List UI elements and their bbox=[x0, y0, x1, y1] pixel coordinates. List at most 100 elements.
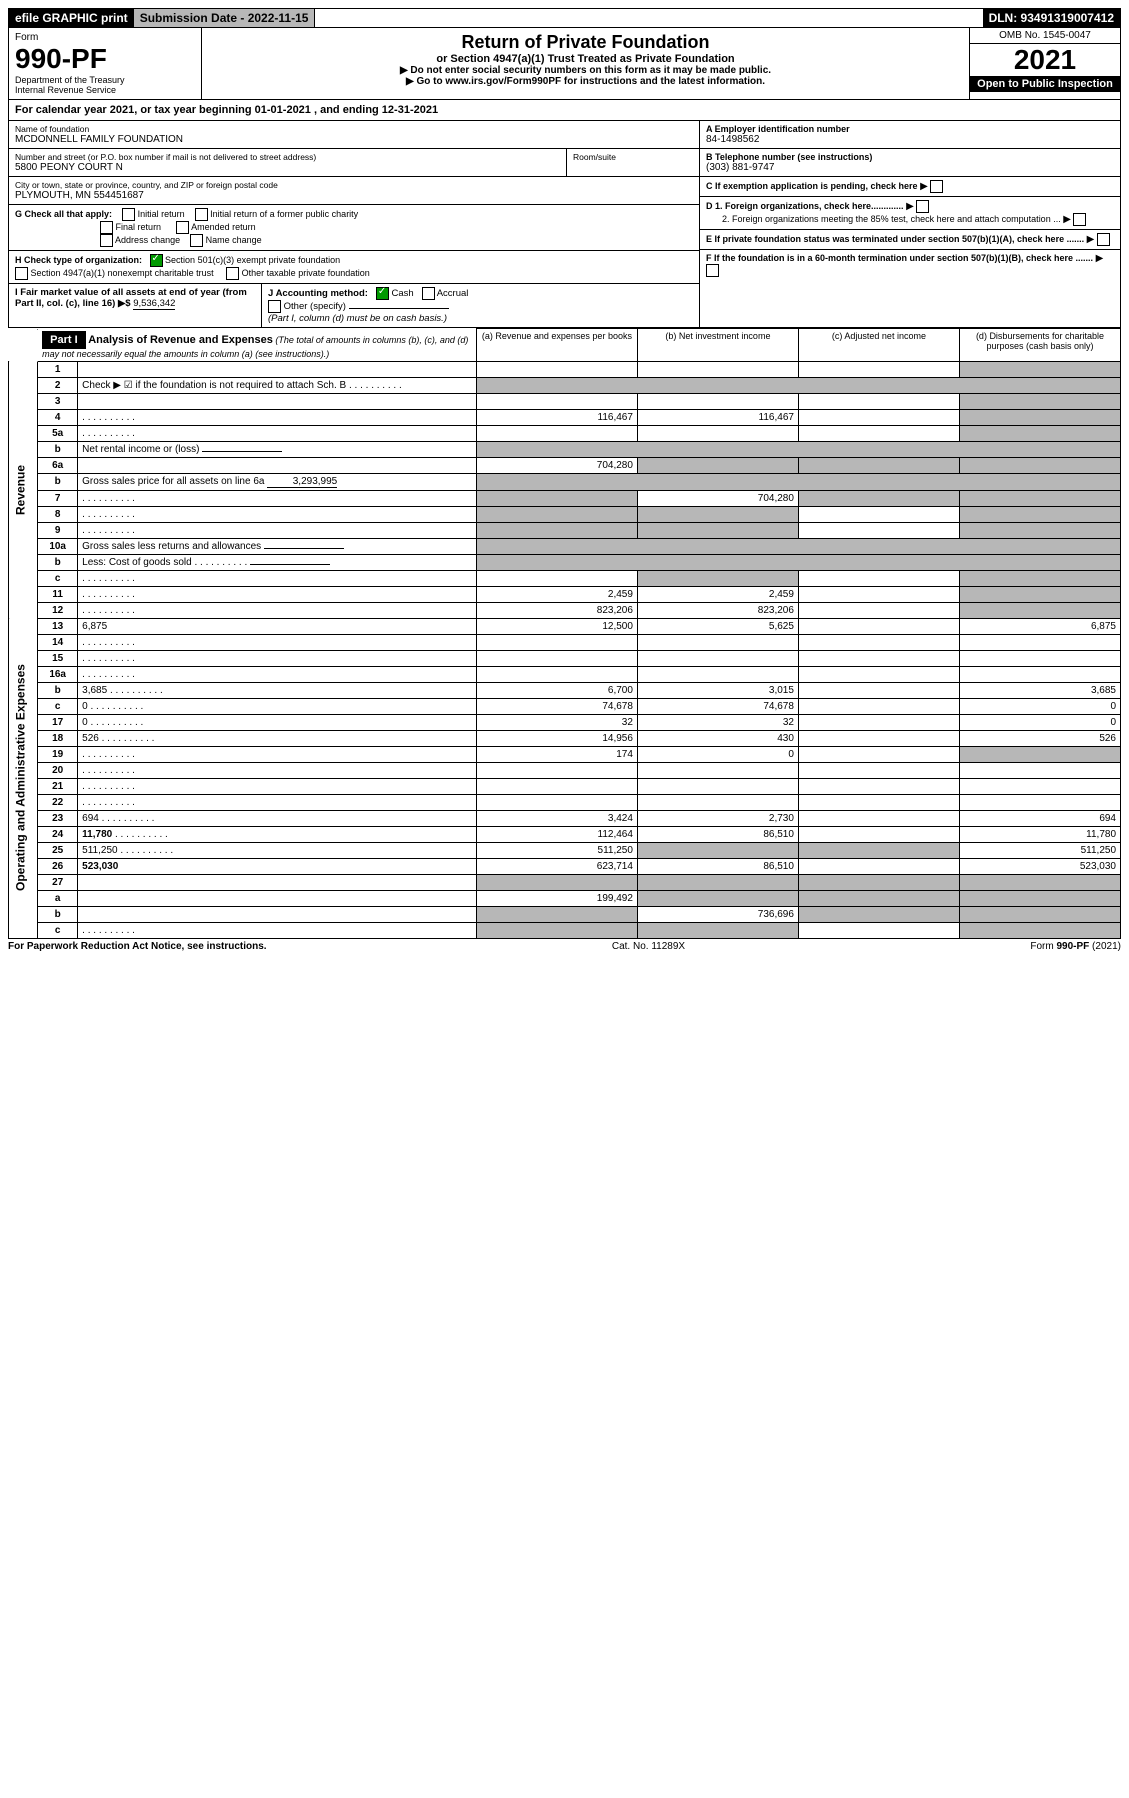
cell-c bbox=[798, 714, 959, 730]
address: 5800 PEONY COURT N bbox=[15, 162, 560, 173]
accrual-chk[interactable] bbox=[422, 287, 435, 300]
row-description bbox=[78, 922, 477, 938]
col-d-header: (d) Disbursements for charitable purpose… bbox=[959, 329, 1120, 362]
cell-b bbox=[637, 425, 798, 441]
cell-a: 623,714 bbox=[476, 858, 637, 874]
row-description bbox=[78, 409, 477, 425]
row-description: Net rental income or (loss) bbox=[78, 441, 477, 457]
submission-date: Submission Date - 2022-11-15 bbox=[134, 9, 316, 27]
row-number: 8 bbox=[38, 506, 78, 522]
expenses-side-label: Operating and Administrative Expenses bbox=[9, 618, 38, 938]
f-chk[interactable] bbox=[706, 264, 719, 277]
row-number: c bbox=[38, 698, 78, 714]
row-description bbox=[78, 425, 477, 441]
row-description bbox=[78, 890, 477, 906]
cell-b: 2,730 bbox=[637, 810, 798, 826]
cell-a: 116,467 bbox=[476, 409, 637, 425]
phone-value: (303) 881-9747 bbox=[706, 162, 1114, 173]
initial-return-chk[interactable] bbox=[122, 208, 135, 221]
name-change-chk[interactable] bbox=[190, 234, 203, 247]
d2-chk[interactable] bbox=[1073, 213, 1086, 226]
row-number: 5a bbox=[38, 425, 78, 441]
cell-c bbox=[798, 698, 959, 714]
cell-d bbox=[959, 922, 1120, 938]
address-change-chk[interactable] bbox=[100, 234, 113, 247]
cell-c bbox=[798, 762, 959, 778]
instructions-link[interactable]: ▶ Go to www.irs.gov/Form990PF for instru… bbox=[208, 76, 963, 87]
other-taxable-chk[interactable] bbox=[226, 267, 239, 280]
e-chk[interactable] bbox=[1097, 233, 1110, 246]
row-description: 523,030 bbox=[78, 858, 477, 874]
footer-mid: Cat. No. 11289X bbox=[612, 941, 685, 952]
row-description bbox=[78, 602, 477, 618]
row-description: Check ▶ ☑ if the foundation is not requi… bbox=[78, 377, 477, 393]
row-number: c bbox=[38, 922, 78, 938]
row-description bbox=[78, 906, 477, 922]
cell-a: 14,956 bbox=[476, 730, 637, 746]
row-description bbox=[78, 666, 477, 682]
cell-b: 704,280 bbox=[637, 490, 798, 506]
final-return-chk[interactable] bbox=[100, 221, 113, 234]
cell-d: 0 bbox=[959, 714, 1120, 730]
section-4947-chk[interactable] bbox=[15, 267, 28, 280]
cell-c bbox=[798, 778, 959, 794]
c-chk[interactable] bbox=[930, 180, 943, 193]
cell-c bbox=[798, 393, 959, 409]
row-number: 18 bbox=[38, 730, 78, 746]
cell-b: 116,467 bbox=[637, 409, 798, 425]
room-label: Room/suite bbox=[573, 152, 693, 162]
row-number: a bbox=[38, 890, 78, 906]
row-description bbox=[78, 778, 477, 794]
ein-label: A Employer identification number bbox=[706, 124, 1114, 134]
row-description: Gross sales less returns and allowances bbox=[78, 538, 477, 554]
form-subtitle: or Section 4947(a)(1) Trust Treated as P… bbox=[208, 53, 963, 65]
fmv-value: 9,536,342 bbox=[133, 298, 175, 310]
form-header: Form 990-PF Department of the Treasury I… bbox=[8, 28, 1121, 100]
other-method-chk[interactable] bbox=[268, 300, 281, 313]
page-footer: For Paperwork Reduction Act Notice, see … bbox=[8, 941, 1121, 952]
row-number: b bbox=[38, 473, 78, 490]
cell-a bbox=[476, 634, 637, 650]
cell-b: 32 bbox=[637, 714, 798, 730]
cell-d bbox=[959, 506, 1120, 522]
cell-d bbox=[959, 602, 1120, 618]
cell-a: 199,492 bbox=[476, 890, 637, 906]
cell-c bbox=[798, 586, 959, 602]
cell-b bbox=[637, 842, 798, 858]
part1-label: Part I bbox=[42, 331, 86, 349]
dln: DLN: 93491319007412 bbox=[983, 9, 1120, 27]
form-label: Form bbox=[15, 32, 195, 43]
entity-info: Name of foundation MCDONNELL FAMILY FOUN… bbox=[8, 121, 1121, 328]
initial-return-former-chk[interactable] bbox=[195, 208, 208, 221]
cell-c bbox=[798, 874, 959, 890]
cell-b: 74,678 bbox=[637, 698, 798, 714]
cell-d: 6,875 bbox=[959, 618, 1120, 634]
cell-d: 526 bbox=[959, 730, 1120, 746]
calendar-year-row: For calendar year 2021, or tax year begi… bbox=[8, 100, 1121, 121]
col-c-header: (c) Adjusted net income bbox=[798, 329, 959, 362]
cell-d bbox=[959, 425, 1120, 441]
amended-return-chk[interactable] bbox=[176, 221, 189, 234]
row-number: 6a bbox=[38, 457, 78, 473]
cash-chk[interactable] bbox=[376, 287, 389, 300]
col-a-header: (a) Revenue and expenses per books bbox=[476, 329, 637, 362]
efile-label: efile GRAPHIC print bbox=[9, 9, 134, 27]
row-number: b bbox=[38, 682, 78, 698]
cell-a: 6,700 bbox=[476, 682, 637, 698]
cell-a bbox=[476, 874, 637, 890]
cell-d: 3,685 bbox=[959, 682, 1120, 698]
cell-d bbox=[959, 746, 1120, 762]
row-description bbox=[78, 650, 477, 666]
row-description bbox=[78, 490, 477, 506]
cell-b bbox=[637, 393, 798, 409]
d1-chk[interactable] bbox=[916, 200, 929, 213]
row-number: 16a bbox=[38, 666, 78, 682]
row-description: 3,685 bbox=[78, 682, 477, 698]
cell-a bbox=[476, 762, 637, 778]
cell-c bbox=[798, 922, 959, 938]
cell-b: 736,696 bbox=[637, 906, 798, 922]
row-number: 11 bbox=[38, 586, 78, 602]
h-label: H Check type of organization: bbox=[15, 255, 142, 265]
section-501c3-chk[interactable] bbox=[150, 254, 163, 267]
cell-a: 74,678 bbox=[476, 698, 637, 714]
